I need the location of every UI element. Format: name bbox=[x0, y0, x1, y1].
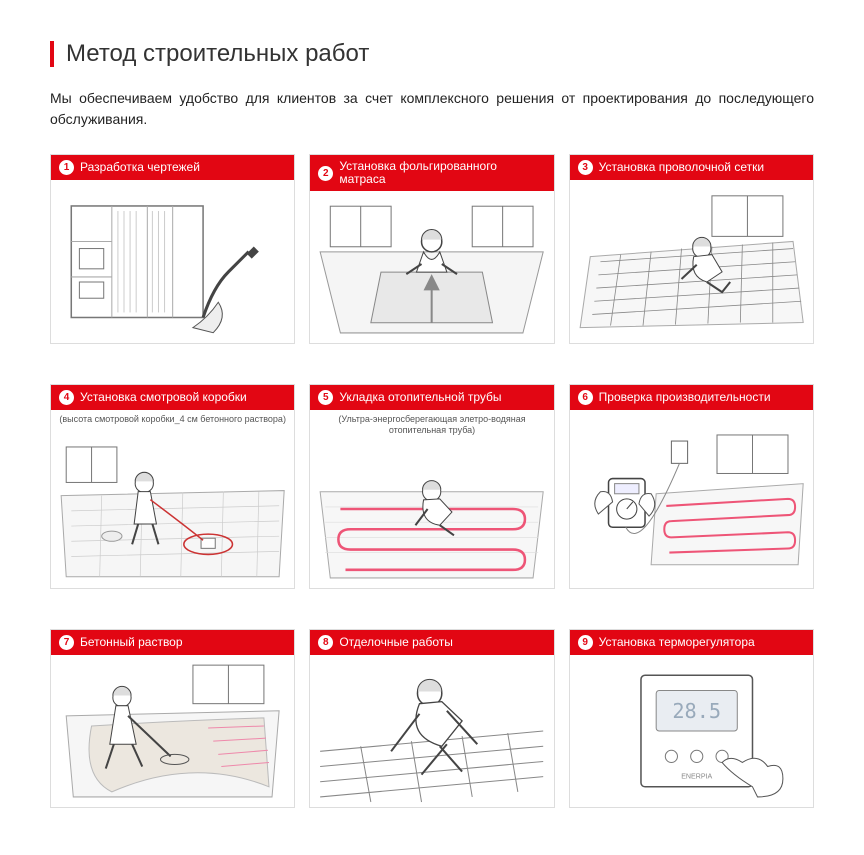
step-illustration bbox=[310, 436, 553, 588]
step-header: 1 Разработка чертежей bbox=[51, 155, 294, 180]
step-card: 8 Отделочные работы bbox=[309, 629, 554, 808]
step-label: Установка смотровой коробки bbox=[80, 391, 247, 404]
step-number: 3 bbox=[578, 160, 593, 175]
step-card: 1 Разработка чертежей bbox=[50, 154, 295, 344]
svg-text:ENERPIA: ENERPIA bbox=[681, 773, 712, 781]
step-header: 7 Бетонный раствор bbox=[51, 630, 294, 655]
step-label: Укладка отопительной трубы bbox=[339, 391, 501, 404]
step-illustration bbox=[570, 410, 813, 588]
step-label: Отделочные работы bbox=[339, 636, 453, 649]
step-number: 5 bbox=[318, 390, 333, 405]
page-title: Метод строительных работ bbox=[66, 40, 369, 68]
svg-text:28.5: 28.5 bbox=[672, 699, 721, 723]
step-card: 4 Установка смотровой коробки (высота см… bbox=[50, 384, 295, 589]
step-illustration bbox=[51, 434, 294, 588]
step-subtitle: (высота смотровой коробки_4 см бетонного… bbox=[51, 410, 294, 434]
step-subtitle: (Ультра-энергосберегающая элетро-водяная… bbox=[310, 410, 553, 436]
step-number: 9 bbox=[578, 635, 593, 650]
steps-grid: 1 Разработка чертежей bbox=[50, 154, 814, 808]
step-number: 8 bbox=[318, 635, 333, 650]
step-illustration bbox=[310, 191, 553, 343]
step-illustration bbox=[310, 655, 553, 807]
step-header: 2 Установка фольгированного матраса bbox=[310, 155, 553, 191]
step-illustration bbox=[570, 180, 813, 343]
step-label: Разработка чертежей bbox=[80, 161, 200, 174]
step-card: 9 Установка терморегулятора 28.5 ENERPIA bbox=[569, 629, 814, 808]
step-number: 7 bbox=[59, 635, 74, 650]
step-number: 4 bbox=[59, 390, 74, 405]
step-card: 2 Установка фольгированного матраса bbox=[309, 154, 554, 344]
step-header: 3 Установка проволочной сетки bbox=[570, 155, 813, 180]
step-card: 3 Установка проволочной сетки bbox=[569, 154, 814, 344]
accent-bar bbox=[50, 41, 54, 67]
step-illustration bbox=[51, 180, 294, 343]
step-label: Проверка производительности bbox=[599, 391, 771, 404]
step-card: 5 Укладка отопительной трубы (Ультра-эне… bbox=[309, 384, 554, 589]
step-card: 6 Проверка производительности bbox=[569, 384, 814, 589]
step-card: 7 Бетонный раствор bbox=[50, 629, 295, 808]
step-header: 8 Отделочные работы bbox=[310, 630, 553, 655]
step-illustration: 28.5 ENERPIA bbox=[570, 655, 813, 807]
step-number: 2 bbox=[318, 166, 333, 181]
step-number: 6 bbox=[578, 390, 593, 405]
step-header: 9 Установка терморегулятора bbox=[570, 630, 813, 655]
step-label: Установка проволочной сетки bbox=[599, 161, 764, 174]
step-label: Установка фольгированного матраса bbox=[339, 160, 545, 186]
step-number: 1 bbox=[59, 160, 74, 175]
step-label: Бетонный раствор bbox=[80, 636, 183, 649]
step-header: 6 Проверка производительности bbox=[570, 385, 813, 410]
page-subtitle: Мы обеспечиваем удобство для клиентов за… bbox=[50, 88, 814, 130]
step-illustration bbox=[51, 655, 294, 807]
step-label: Установка терморегулятора bbox=[599, 636, 755, 649]
step-header: 5 Укладка отопительной трубы bbox=[310, 385, 553, 410]
page-heading: Метод строительных работ bbox=[50, 40, 814, 68]
step-header: 4 Установка смотровой коробки bbox=[51, 385, 294, 410]
